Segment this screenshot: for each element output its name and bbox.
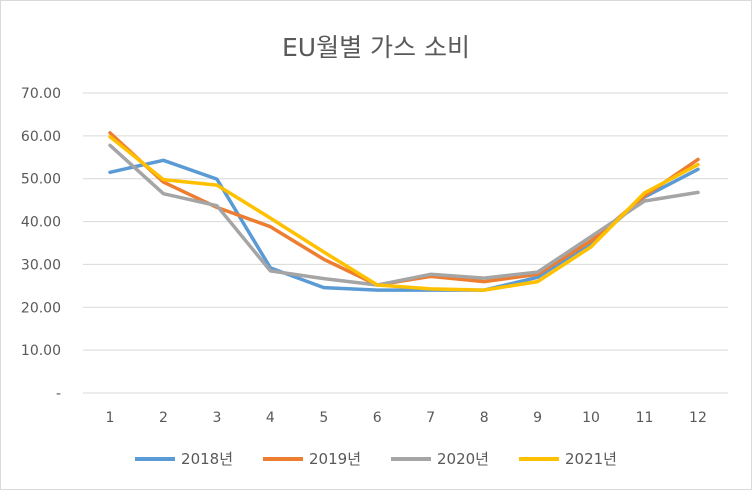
x-tick-label: 3 <box>212 410 221 426</box>
y-tick-label: 10.00 <box>21 343 61 359</box>
legend-swatch <box>135 456 176 461</box>
x-tick-label: 10 <box>582 410 600 426</box>
legend-item: 2019년 <box>263 448 361 469</box>
legend-label: 2018년 <box>181 450 234 468</box>
legend-label: 2019년 <box>309 450 361 468</box>
y-tick-label: 40.00 <box>21 215 61 231</box>
x-tick-label: 6 <box>373 410 382 426</box>
x-tick-label: 12 <box>689 410 707 426</box>
x-tick-label: 1 <box>106 410 115 426</box>
series-line-2020년 <box>108 143 700 287</box>
legend-item: 2021년 <box>518 448 617 469</box>
x-tick-label: 11 <box>636 410 654 426</box>
legend-swatch <box>263 456 304 461</box>
x-tick-label: 4 <box>266 410 275 426</box>
x-tick-label: 5 <box>319 410 328 426</box>
legend-item: 2018년 <box>135 448 233 469</box>
y-tick-label: 20.00 <box>21 300 61 316</box>
legend-swatch <box>391 456 431 461</box>
y-tick-label: 30.00 <box>21 257 61 273</box>
x-tick-label: 7 <box>426 410 435 426</box>
legend-label: 2021년 <box>564 450 617 468</box>
x-tick-label: 9 <box>533 410 542 426</box>
legend-label: 2020년 <box>437 450 489 468</box>
legend-item: 2020년 <box>391 448 489 469</box>
y-tick-label: 60.00 <box>21 129 61 145</box>
y-tick-label: - <box>56 386 61 402</box>
x-tick-label: 2 <box>159 410 168 426</box>
legend: 2018년 2019년 2020년 2021년 <box>0 448 752 469</box>
y-axis-ticks: - 10.00 20.00 30.00 40.00 50.00 60.00 70.00 <box>21 86 61 402</box>
y-tick-label: 70.00 <box>21 86 61 102</box>
series-line-2019년 <box>108 131 700 287</box>
x-tick-label: 8 <box>480 410 489 426</box>
y-tick-label: 50.00 <box>21 172 61 188</box>
gridlines <box>83 92 728 394</box>
chart-title: EU월별 가스 소비 <box>282 33 470 62</box>
x-axis-ticks: 1 2 3 4 5 6 7 8 9 10 11 12 <box>106 410 707 426</box>
series-lines <box>108 131 700 292</box>
legend-swatch <box>518 456 559 461</box>
series-line-2021년 <box>108 134 700 292</box>
